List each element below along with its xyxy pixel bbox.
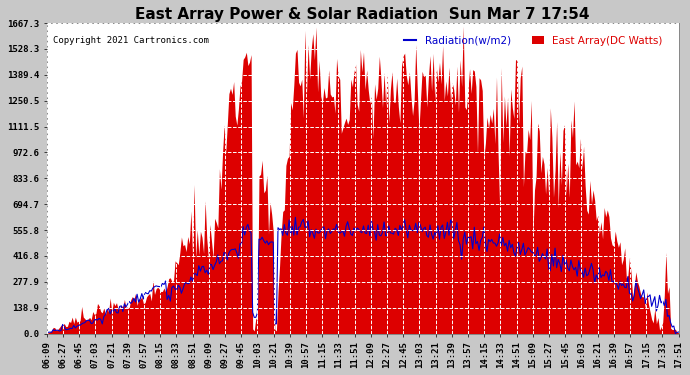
Title: East Array Power & Solar Radiation  Sun Mar 7 17:54: East Array Power & Solar Radiation Sun M… xyxy=(135,7,590,22)
Text: Copyright 2021 Cartronics.com: Copyright 2021 Cartronics.com xyxy=(53,36,209,45)
Legend: Radiation(w/m2), East Array(DC Watts): Radiation(w/m2), East Array(DC Watts) xyxy=(400,32,667,50)
